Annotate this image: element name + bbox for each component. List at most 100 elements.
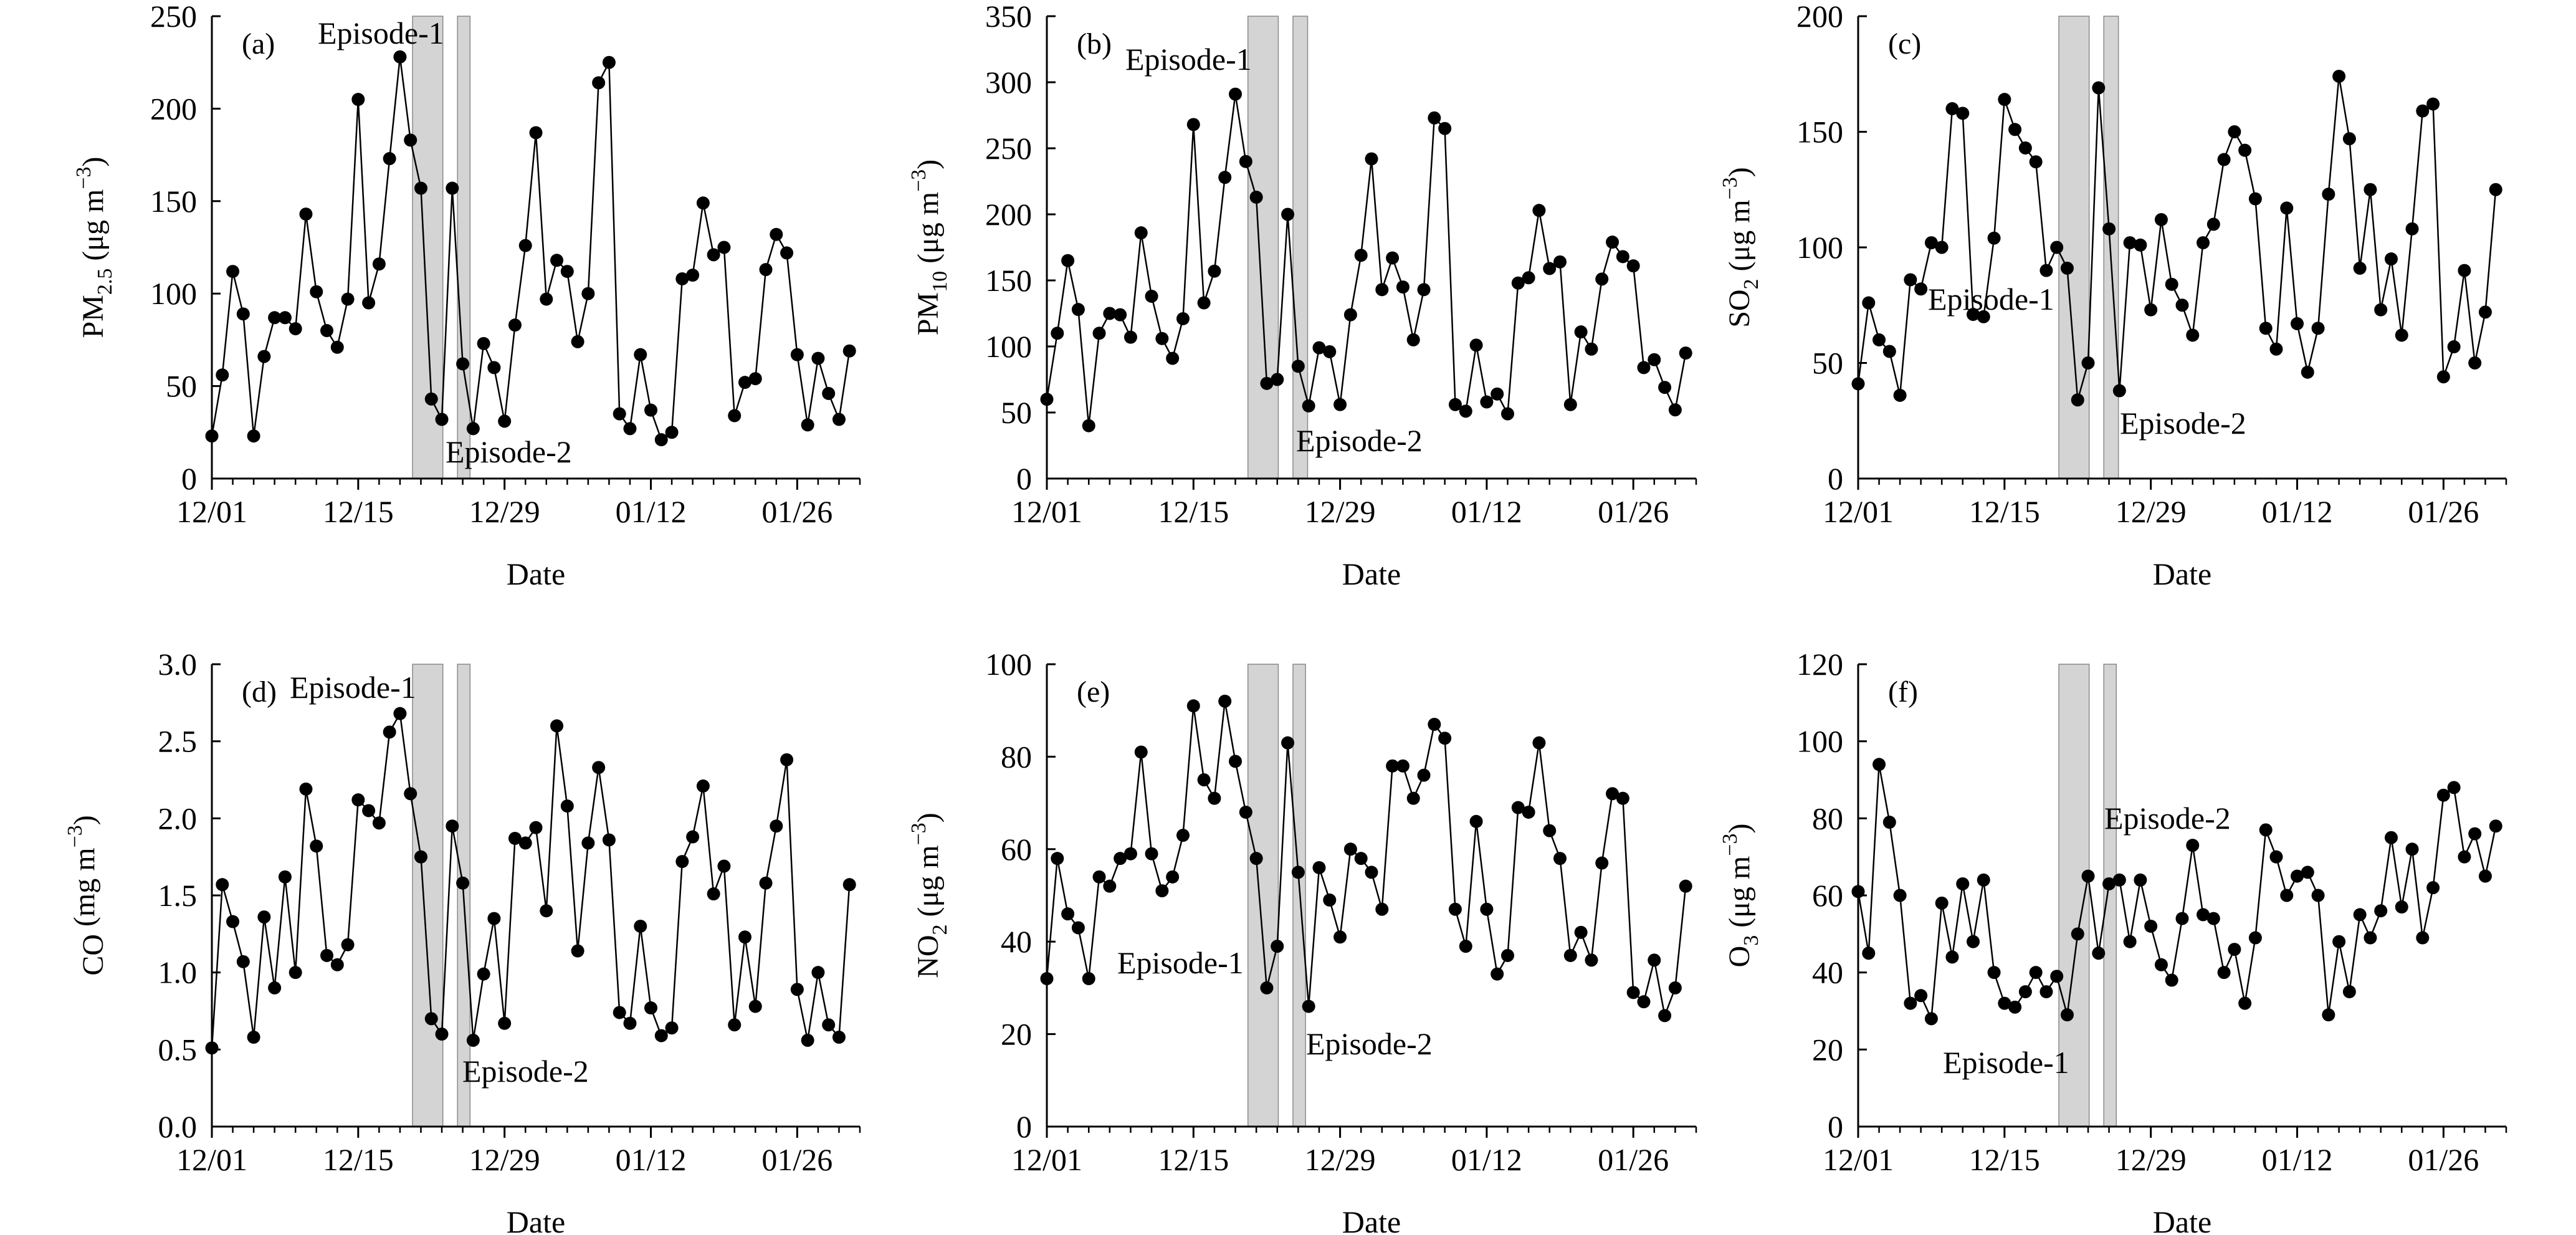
data-point	[2478, 869, 2492, 883]
data-point	[1448, 902, 1462, 916]
episode-1-label: Episode-1	[1943, 1045, 2069, 1080]
y-title-unit: (μg m	[912, 845, 945, 924]
data-point	[1051, 327, 1064, 340]
data-point	[1145, 847, 1158, 861]
data-point	[2416, 104, 2430, 118]
x-tick-label: 01/12	[1451, 494, 1522, 529]
data-point	[278, 870, 292, 884]
data-point	[1977, 310, 1990, 323]
data-point	[1851, 377, 1865, 391]
data-point	[362, 296, 376, 310]
data-point	[1658, 1009, 1672, 1023]
data-point	[696, 196, 710, 210]
y-title-main: PM	[912, 292, 945, 335]
data-point	[1595, 856, 1609, 870]
data-point	[2092, 947, 2106, 960]
y-title-unit: (μg m	[1723, 199, 1756, 279]
episode-2-label: Episode-2	[446, 434, 572, 469]
data-point	[2123, 935, 2137, 948]
data-point	[2186, 328, 2200, 342]
data-point	[2353, 261, 2367, 275]
x-tick-label: 12/15	[323, 1142, 394, 1177]
data-point	[2102, 222, 2116, 236]
data-point	[1935, 241, 1949, 254]
data-point	[2416, 931, 2430, 945]
x-tick-label: 12/15	[323, 494, 394, 529]
y-tick-label: 0	[181, 461, 197, 496]
data-point	[216, 368, 229, 382]
series-line	[1857, 764, 2497, 1022]
y-title-main: SO	[1723, 289, 1756, 327]
data-point	[571, 335, 584, 348]
data-point	[1218, 694, 1232, 708]
data-point	[1882, 345, 1896, 358]
data-point	[2238, 996, 2252, 1010]
series-line	[211, 711, 851, 1048]
data-point	[560, 799, 574, 813]
data-point	[1658, 381, 1672, 394]
data-point	[665, 426, 679, 439]
x-axis-title: Date	[1342, 1204, 1401, 1235]
data-point	[1061, 254, 1075, 267]
data-point	[2102, 877, 2116, 890]
y-title-sub: 2.5	[93, 269, 117, 295]
data-point	[822, 386, 836, 400]
episode-1-shading	[1247, 664, 1279, 1127]
data-point	[1945, 950, 1959, 964]
data-point	[2436, 370, 2450, 384]
y-axis-title: SO2 (μg m−3)	[1719, 167, 1763, 328]
data-point	[529, 126, 543, 140]
data-point	[2206, 217, 2220, 231]
y-title-sub: 2	[928, 924, 952, 935]
data-point	[1595, 272, 1609, 286]
data-point	[1668, 403, 1682, 417]
data-point	[1051, 852, 1064, 865]
data-point	[1291, 360, 1305, 373]
data-point	[738, 930, 751, 944]
data-point	[759, 876, 773, 890]
data-point	[1872, 758, 1886, 771]
data-point	[1208, 791, 1221, 805]
y-axis-title: NO2 (μg m−3)	[907, 813, 952, 978]
data-point	[1500, 407, 1514, 421]
data-point	[2112, 384, 2126, 398]
data-point	[487, 912, 501, 925]
x-tick-label: 01/12	[1451, 1142, 1522, 1177]
data-point	[1914, 989, 1928, 1003]
data-point	[1092, 870, 1106, 884]
y-title-unit: (μg m	[912, 192, 945, 271]
data-point	[518, 239, 532, 252]
data-point	[2165, 973, 2178, 987]
data-point	[1249, 852, 1263, 865]
data-point	[2364, 183, 2377, 196]
data-point	[1092, 327, 1106, 340]
data-point	[748, 372, 762, 386]
data-point	[414, 181, 427, 195]
y-tick-label: 250	[985, 131, 1032, 166]
data-point	[602, 55, 616, 69]
data-point	[654, 433, 668, 447]
data-point	[1882, 816, 1896, 829]
data-point	[717, 241, 731, 254]
data-point	[634, 919, 647, 933]
data-point	[540, 292, 553, 306]
data-point	[508, 318, 522, 332]
data-point	[1354, 852, 1368, 865]
x-tick-label: 12/29	[2116, 1142, 2187, 1177]
x-tick-label: 01/12	[2262, 494, 2333, 529]
data-point	[456, 876, 470, 890]
data-point	[2228, 943, 2241, 956]
data-point	[1491, 967, 1504, 981]
data-point	[1365, 865, 1378, 879]
data-point	[372, 257, 386, 271]
y-title-unit: (μg m	[1723, 856, 1756, 935]
data-point	[2228, 125, 2241, 138]
data-point	[1574, 325, 1588, 339]
data-point	[487, 361, 501, 374]
data-point	[1134, 745, 1148, 759]
data-point	[2458, 850, 2471, 864]
y-axis-title: O3 (μg m−3)	[1719, 824, 1763, 968]
episode-1-label: Episode-1	[1928, 282, 2054, 317]
data-point	[1271, 373, 1284, 386]
data-point	[1333, 398, 1347, 411]
